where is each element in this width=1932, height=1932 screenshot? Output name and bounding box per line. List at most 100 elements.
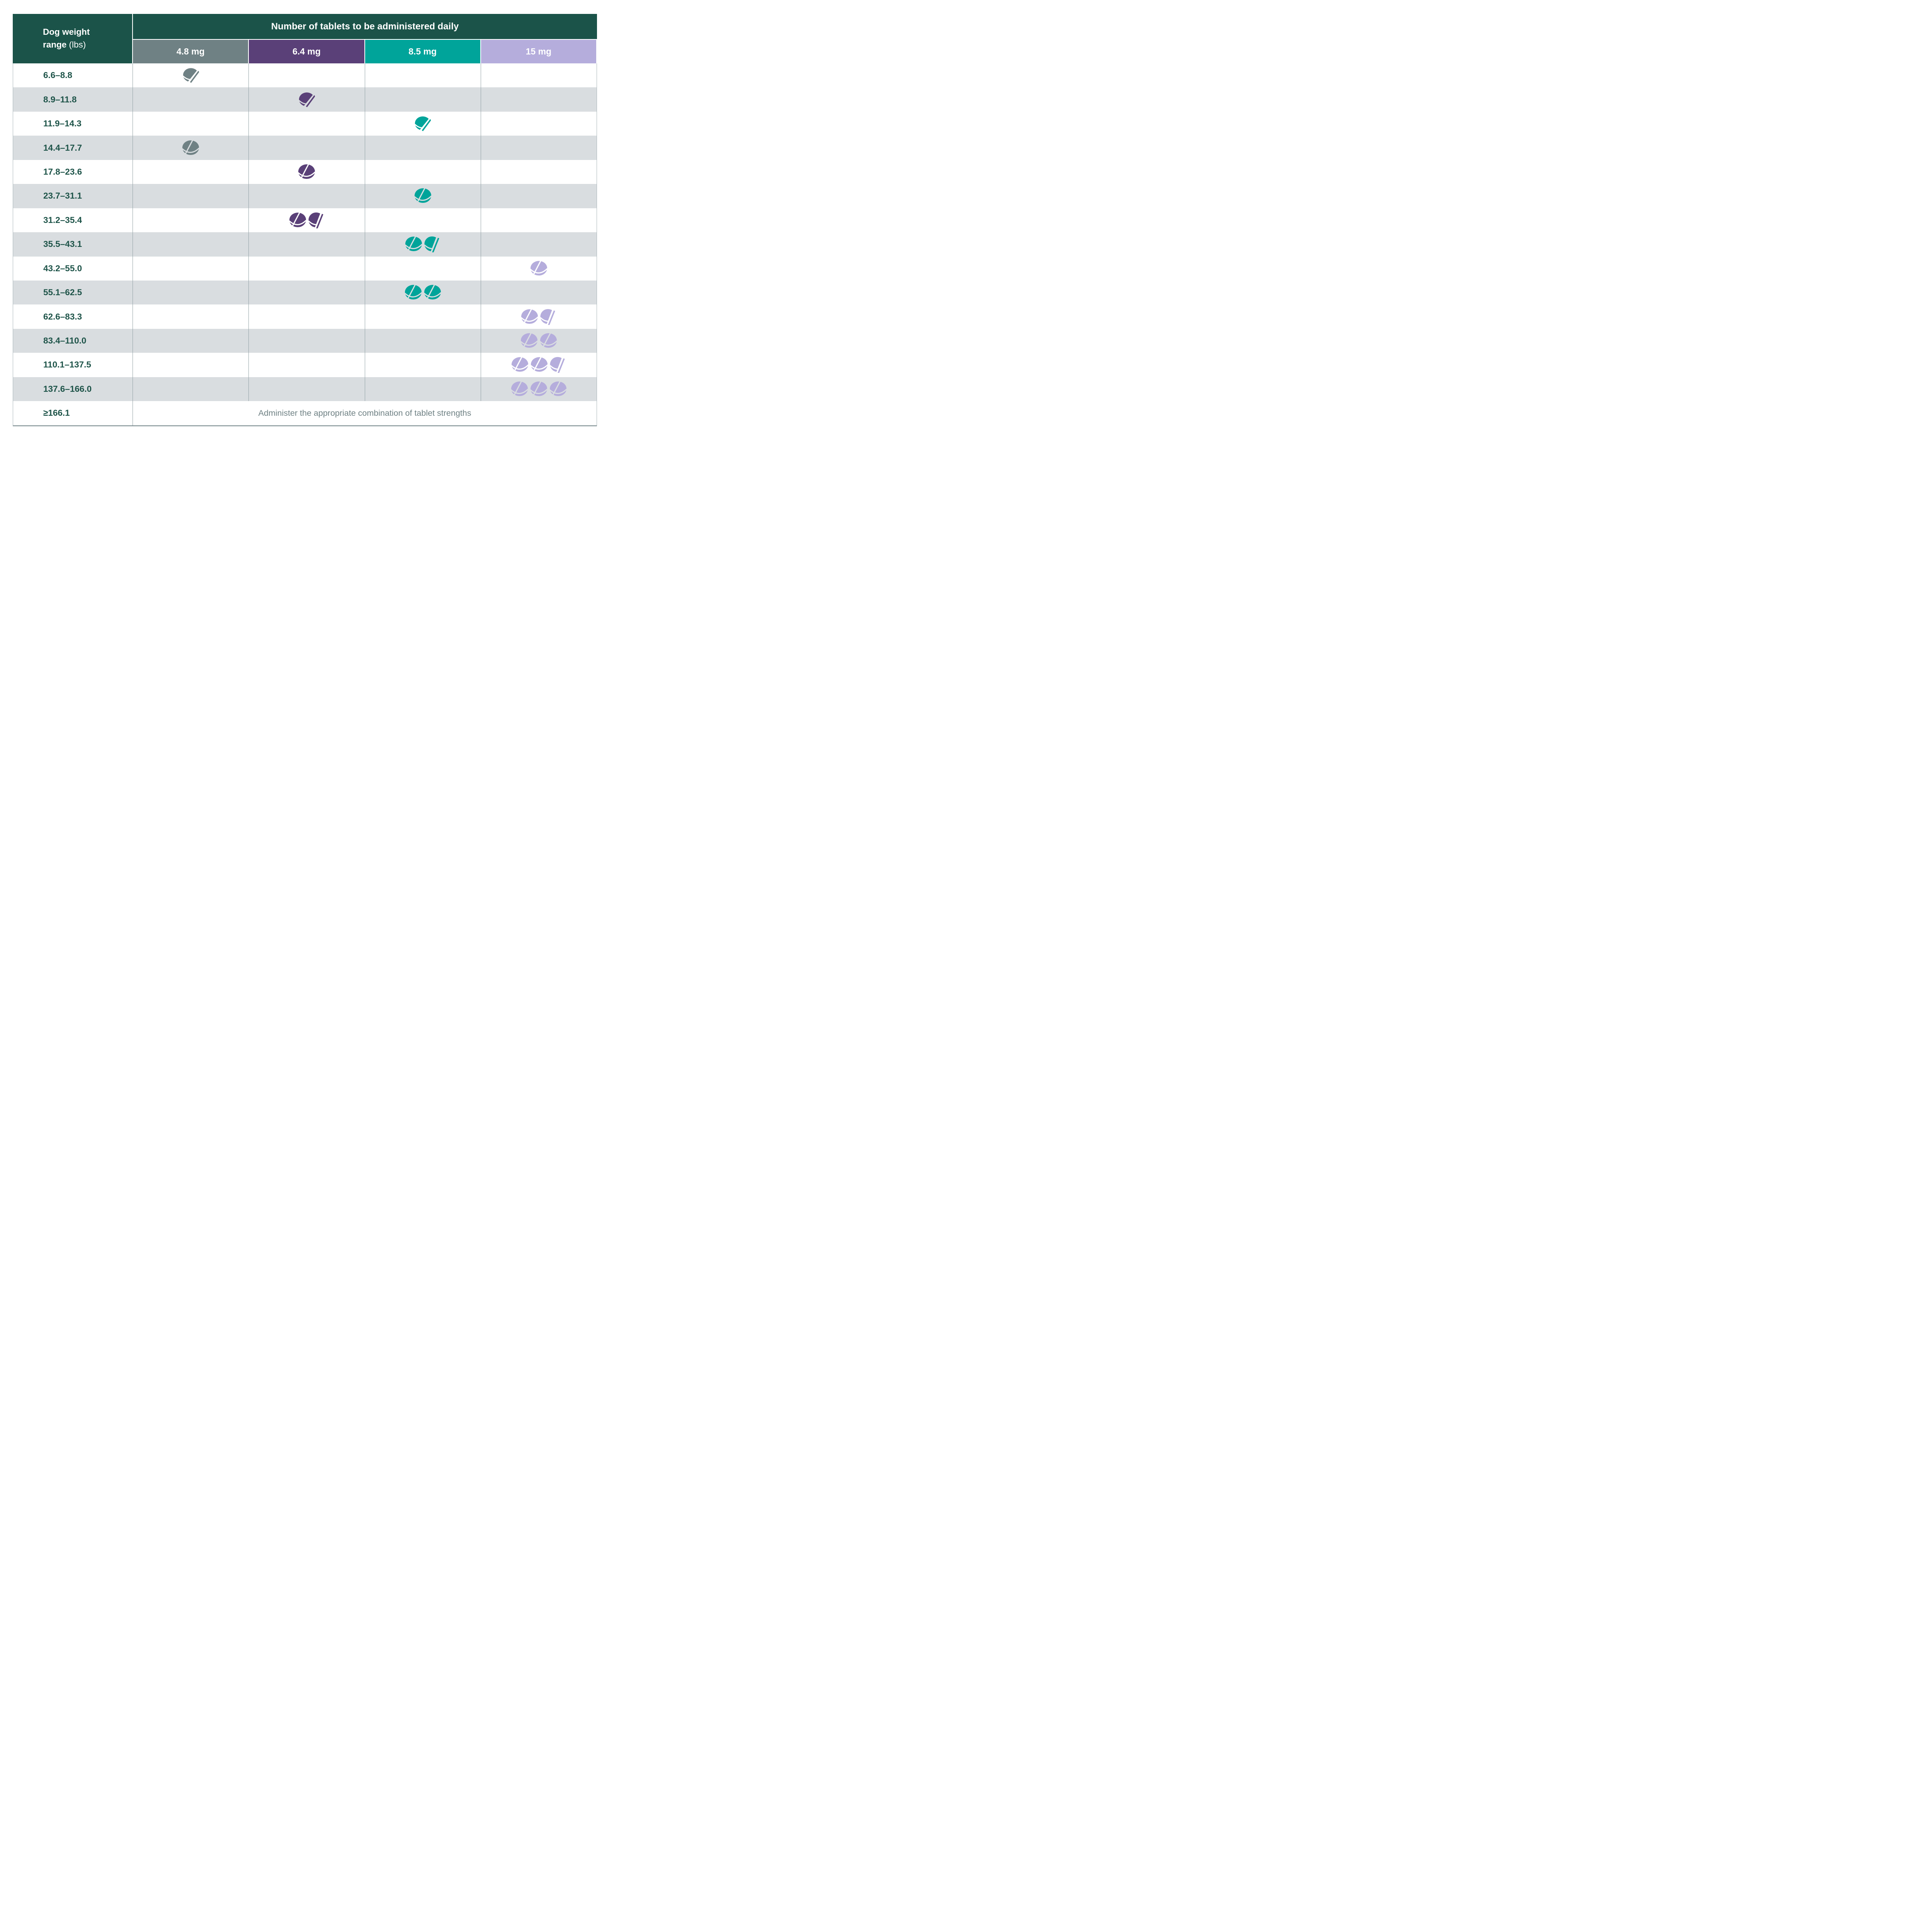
dose-cell bbox=[248, 328, 364, 353]
dose-cell bbox=[480, 184, 597, 208]
strength-label: 6.4 mg bbox=[292, 46, 321, 56]
dose-cell bbox=[133, 328, 248, 353]
dose-cell bbox=[133, 184, 248, 208]
strength-header-15mg: 15 mg bbox=[480, 40, 596, 63]
dose-cell bbox=[480, 256, 597, 281]
dose-cell bbox=[480, 232, 597, 257]
dose-cell bbox=[133, 280, 248, 305]
dose-cell bbox=[133, 232, 248, 257]
corner-header-unit: (lbs) bbox=[69, 40, 86, 49]
weight-row: 6.6–8.8 bbox=[13, 63, 597, 88]
weight-row: 14.4–17.7 bbox=[13, 136, 597, 160]
dose-cell bbox=[133, 377, 248, 401]
tablet-whole-icon bbox=[182, 139, 200, 155]
weight-range-label: ≥166.1 bbox=[43, 408, 70, 418]
tablet-whole-icon bbox=[521, 308, 539, 324]
strength-header-row: 4.8 mg 6.4 mg 8.5 mg 15 mg bbox=[132, 40, 597, 63]
dose-cell bbox=[133, 136, 248, 160]
dose-cell bbox=[364, 280, 481, 305]
weight-range-label: 137.6–166.0 bbox=[43, 384, 92, 394]
tablet-whole-icon bbox=[530, 381, 548, 396]
dose-cell bbox=[133, 256, 248, 281]
dose-cell bbox=[248, 232, 364, 257]
dose-cell bbox=[364, 328, 481, 353]
corner-header-title: Dog weight range bbox=[43, 27, 90, 49]
weight-range-label: 8.9–11.8 bbox=[43, 94, 77, 104]
dosing-table: Dog weight range (lbs) Number of tablets… bbox=[13, 14, 597, 426]
strength-label: 4.8 mg bbox=[176, 46, 205, 56]
combination-note: Administer the appropriate combination o… bbox=[133, 401, 597, 425]
dose-cell bbox=[480, 328, 597, 353]
dose-cell bbox=[248, 280, 364, 305]
dose-cell bbox=[480, 353, 597, 377]
weight-range-label: 23.7–31.1 bbox=[43, 191, 82, 201]
weight-range-label: 11.9–14.3 bbox=[43, 119, 82, 129]
weight-row: 35.5–43.1 bbox=[13, 232, 597, 257]
weight-range-label: 43.2–55.0 bbox=[43, 263, 82, 273]
dose-cell bbox=[248, 208, 364, 233]
dose-cell bbox=[248, 304, 364, 329]
dose-cell bbox=[133, 87, 248, 112]
weight-range-label: 17.8–23.6 bbox=[43, 167, 82, 177]
tablet-whole-icon bbox=[520, 333, 538, 348]
tablet-half-icon bbox=[424, 236, 439, 253]
tablet-whole-icon bbox=[530, 260, 548, 276]
weight-row: 17.8–23.6 bbox=[13, 160, 597, 184]
dose-cell bbox=[364, 63, 481, 88]
dose-cell bbox=[248, 87, 364, 112]
dose-cell bbox=[364, 184, 481, 208]
weight-range-label: 62.6–83.3 bbox=[43, 311, 82, 321]
dose-cell bbox=[248, 377, 364, 401]
dose-cell bbox=[364, 353, 481, 377]
strength-header-4-8mg: 4.8 mg bbox=[132, 40, 248, 63]
tablet-whole-icon bbox=[531, 357, 548, 372]
dose-cell bbox=[364, 377, 481, 401]
dose-cell bbox=[133, 160, 248, 184]
footer-row: ≥166.1 Administer the appropriate combin… bbox=[13, 401, 597, 425]
tablet-whole-icon bbox=[511, 357, 529, 372]
dose-cell bbox=[248, 111, 364, 136]
dose-cell bbox=[364, 111, 481, 136]
dose-cell bbox=[133, 353, 248, 377]
tablet-whole-icon bbox=[510, 381, 528, 396]
dose-cell bbox=[364, 160, 481, 184]
weight-row: 23.7–31.1 bbox=[13, 184, 597, 208]
header-right: Number of tablets to be administered dai… bbox=[132, 14, 597, 63]
weight-row: 11.9–14.3 bbox=[13, 111, 597, 136]
tablet-half-icon bbox=[540, 309, 556, 325]
tablet-half-icon bbox=[298, 92, 315, 107]
weight-range-label: 55.1–62.5 bbox=[43, 287, 82, 298]
weight-row: 110.1–137.5 bbox=[13, 353, 597, 377]
tablet-whole-icon bbox=[405, 236, 423, 252]
strength-header-6-4mg: 6.4 mg bbox=[248, 40, 364, 63]
tablet-half-icon bbox=[308, 212, 323, 228]
dose-cell bbox=[248, 353, 364, 377]
dose-cell bbox=[364, 256, 481, 281]
dose-cell bbox=[480, 87, 597, 112]
weight-row: 62.6–83.3 bbox=[13, 304, 597, 329]
dose-cell bbox=[480, 208, 597, 233]
tablet-whole-icon bbox=[289, 212, 306, 227]
dose-cell bbox=[480, 160, 597, 184]
strength-label: 8.5 mg bbox=[408, 46, 437, 56]
dose-cell bbox=[480, 304, 597, 329]
weight-rows: 6.6–8.8 8.9–11.8 11.9–14.3 14.4–17.7 bbox=[13, 63, 597, 401]
weight-range-label: 14.4–17.7 bbox=[43, 143, 82, 153]
dose-cell bbox=[248, 63, 364, 88]
weight-range-label: 6.6–8.8 bbox=[43, 70, 73, 80]
corner-header-cell: Dog weight range (lbs) bbox=[13, 14, 132, 63]
tablet-half-icon bbox=[182, 68, 199, 83]
table-header: Dog weight range (lbs) Number of tablets… bbox=[13, 14, 597, 63]
dose-cell bbox=[480, 280, 597, 305]
dose-cell bbox=[248, 160, 364, 184]
corner-header-text: Dog weight range (lbs) bbox=[43, 26, 114, 51]
dose-cell bbox=[248, 184, 364, 208]
weight-range-label: 35.5–43.1 bbox=[43, 239, 82, 249]
table-body: 6.6–8.8 8.9–11.8 11.9–14.3 14.4–17.7 bbox=[13, 63, 597, 426]
weight-row: 8.9–11.8 bbox=[13, 87, 597, 112]
weight-row: 55.1–62.5 bbox=[13, 280, 597, 305]
dose-cell bbox=[480, 63, 597, 88]
page: Dog weight range (lbs) Number of tablets… bbox=[0, 0, 609, 433]
weight-range-label: 110.1–137.5 bbox=[43, 360, 91, 370]
dose-cell bbox=[480, 136, 597, 160]
